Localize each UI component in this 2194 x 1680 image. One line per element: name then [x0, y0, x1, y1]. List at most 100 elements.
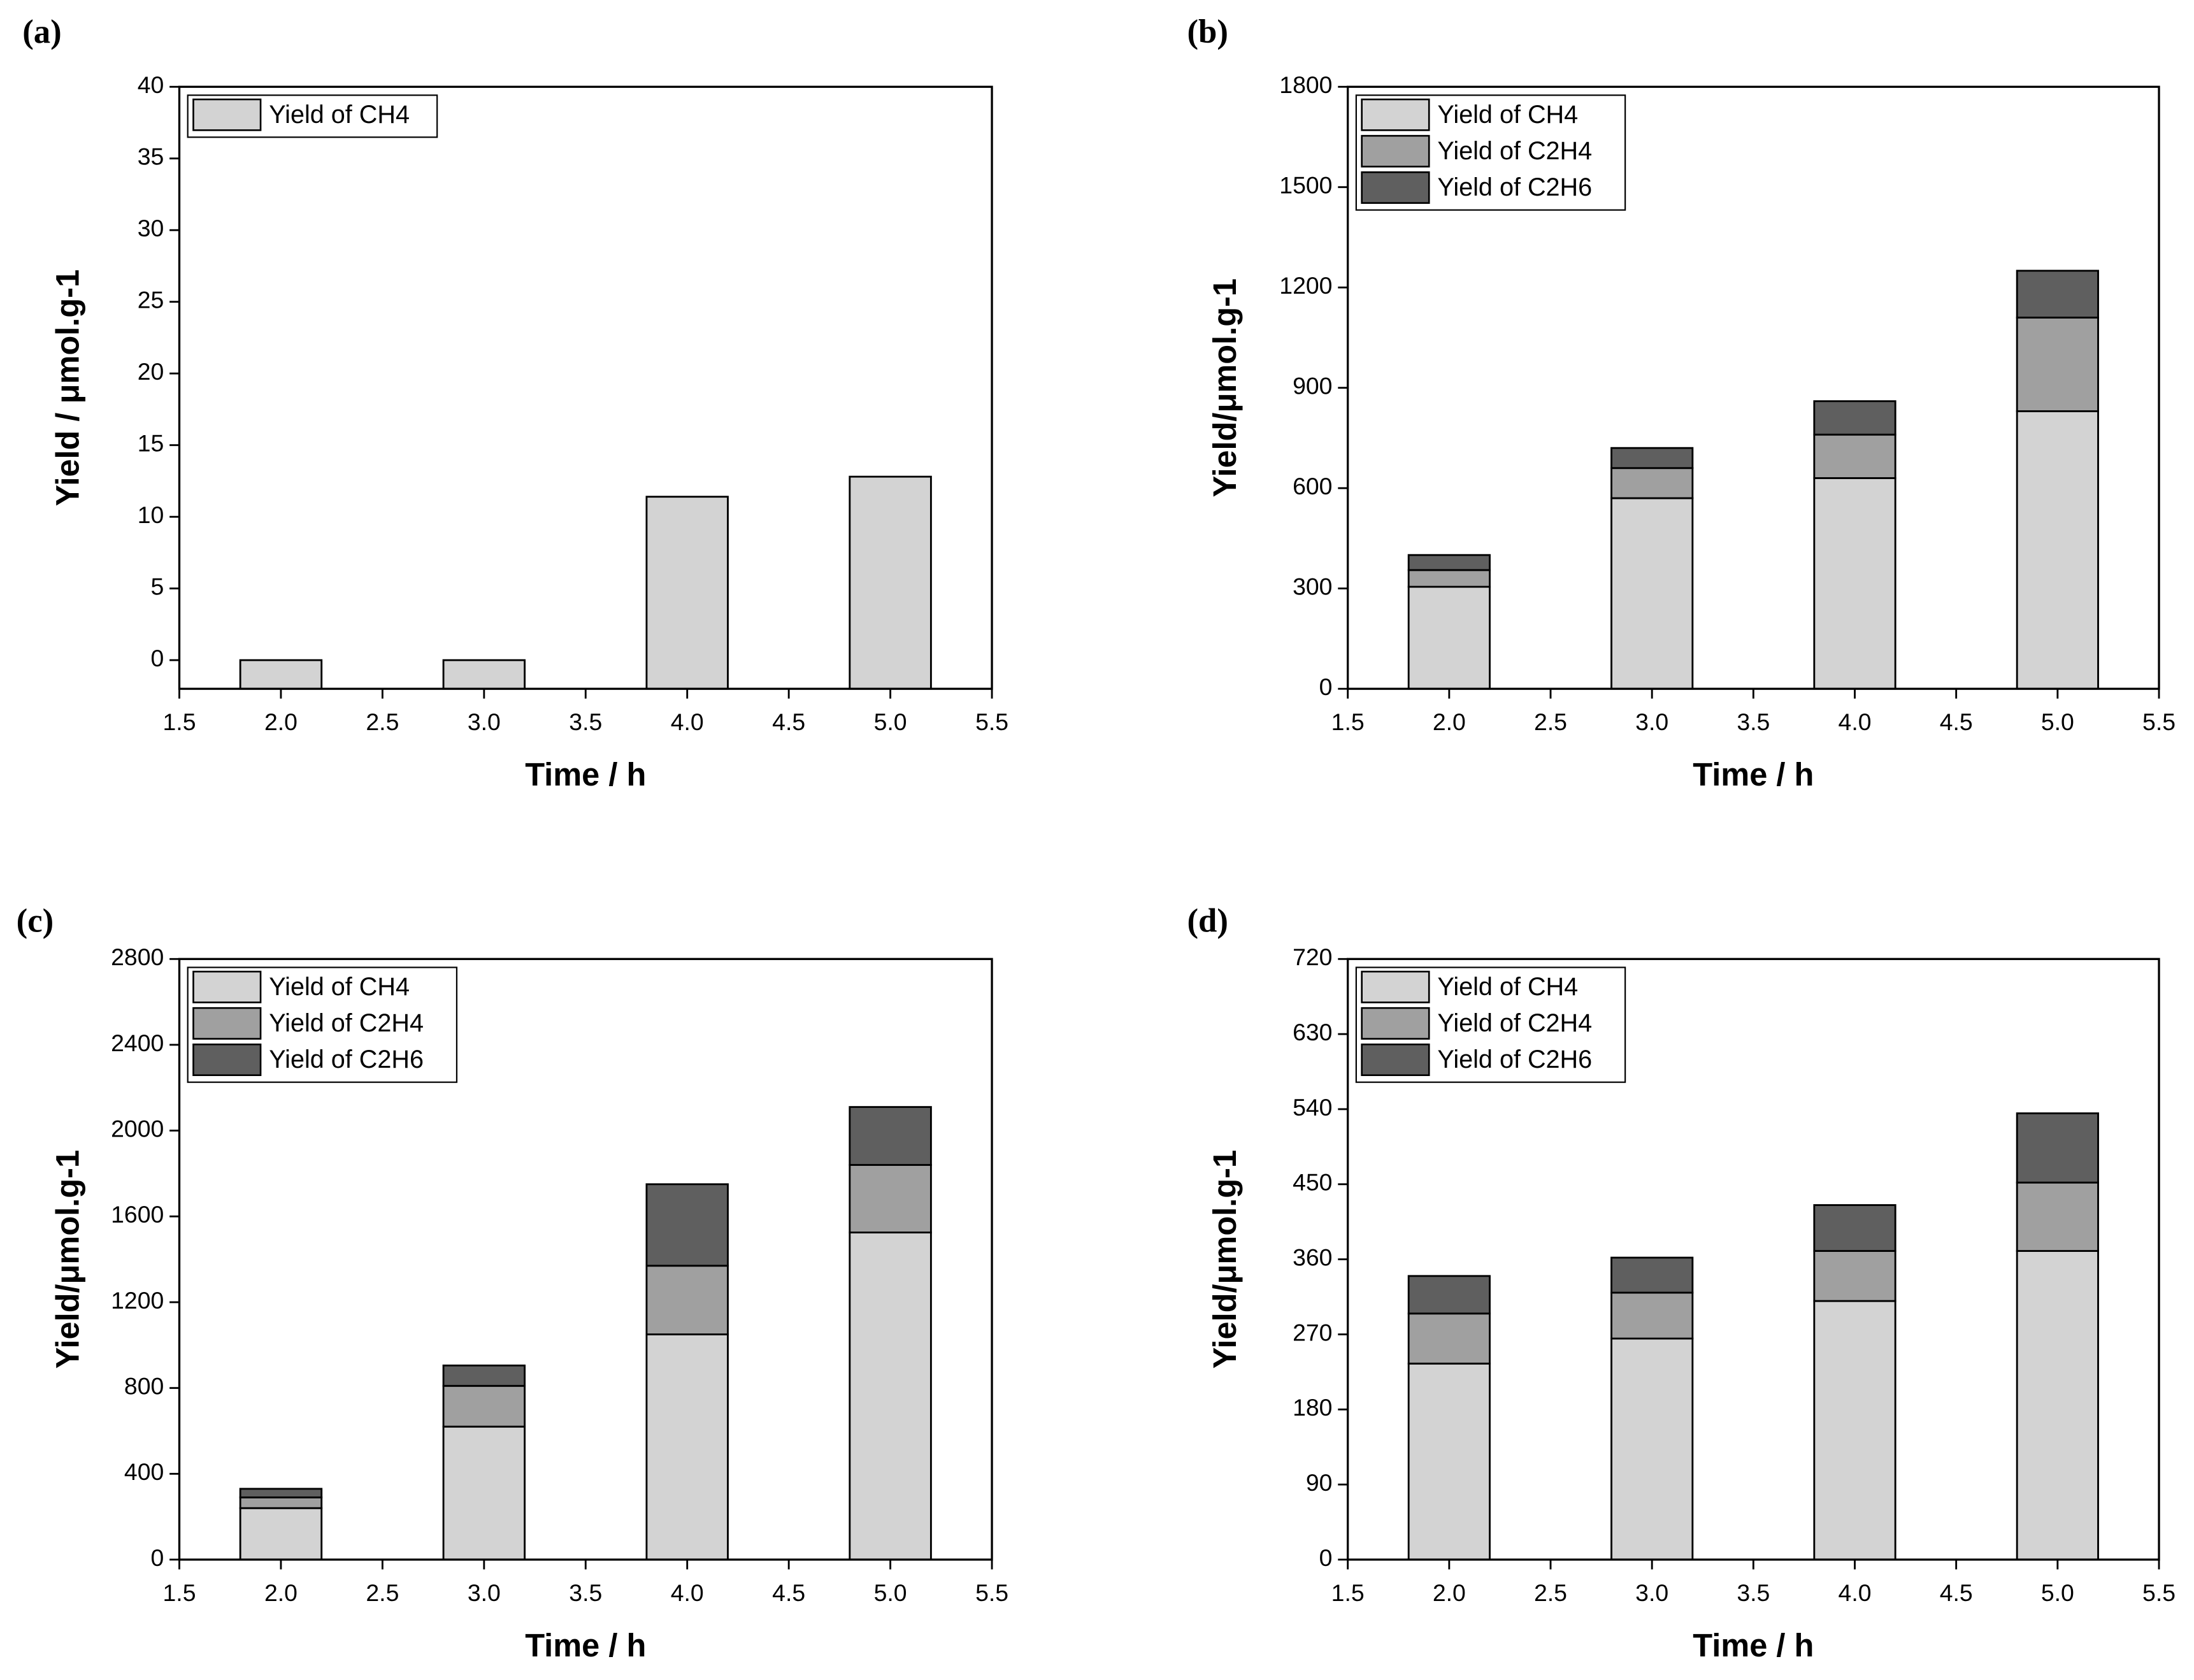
x-tick-label: 4.5 — [772, 1579, 805, 1606]
legend-label: Yield of CH4 — [269, 973, 410, 1001]
legend-swatch — [1361, 134, 1430, 168]
y-tick-label: 720 — [1293, 944, 1332, 970]
x-tick-label: 2.0 — [264, 1579, 298, 1606]
x-tick-label: 4.0 — [671, 1579, 704, 1606]
y-tick-label: 2800 — [111, 944, 164, 970]
bar-segment — [849, 1164, 932, 1233]
y-axis-title: Yield / μmol.g-1 — [49, 269, 85, 506]
legend-swatch — [192, 970, 262, 1003]
y-tick-label: 0 — [1319, 1544, 1333, 1571]
legend-swatch — [1361, 1007, 1430, 1040]
x-tick-label: 5.5 — [2142, 708, 2176, 735]
bar-segment — [442, 1384, 526, 1428]
y-tick-label: 25 — [138, 287, 164, 313]
bar-segment — [1610, 447, 1694, 470]
y-tick-label: 1200 — [111, 1287, 164, 1314]
bar-segment — [239, 1488, 323, 1498]
x-tick-label: 3.5 — [1737, 1579, 1770, 1606]
bar-segment — [1813, 433, 1896, 479]
x-tick-label: 5.0 — [2041, 1579, 2074, 1606]
bar-segment — [2016, 410, 2099, 690]
plot-frame — [178, 85, 993, 690]
bar-segment — [2016, 1250, 2099, 1561]
y-tick-label: 360 — [1293, 1244, 1332, 1271]
x-tick-label: 3.0 — [1635, 708, 1668, 735]
y-axis-title: Yield/μmol.g-1 — [49, 1150, 85, 1368]
y-tick-label: 0 — [151, 645, 164, 671]
legend-swatch — [1361, 970, 1430, 1003]
bar-segment — [849, 1106, 932, 1166]
bar-segment — [1813, 1250, 1896, 1302]
x-tick-label: 4.0 — [1839, 708, 1872, 735]
legend-label: Yield of CH4 — [1437, 101, 1578, 129]
legend-label: Yield of CH4 — [1437, 973, 1578, 1001]
x-tick-label: 2.0 — [1433, 708, 1466, 735]
bar-segment — [442, 659, 526, 690]
bar-segment — [239, 1507, 323, 1561]
legend-label: Yield of CH4 — [269, 101, 410, 129]
bar-segment — [1610, 467, 1694, 499]
y-tick-label: 10 — [138, 501, 164, 528]
bar-segment — [442, 1425, 526, 1561]
x-tick-label: 3.5 — [569, 1579, 602, 1606]
y-tick-label: 300 — [1293, 573, 1332, 600]
x-tick-label: 2.5 — [366, 708, 399, 735]
plot-frame — [178, 958, 993, 1561]
y-tick-label: 630 — [1293, 1019, 1332, 1045]
y-tick-label: 600 — [1293, 473, 1332, 499]
x-tick-label: 5.5 — [975, 1579, 1008, 1606]
bar-segment — [1610, 1291, 1694, 1340]
y-tick-label: 540 — [1293, 1094, 1332, 1121]
bar-segment — [442, 1364, 526, 1387]
x-tick-label: 4.5 — [1940, 1579, 1973, 1606]
x-tick-label: 2.0 — [264, 708, 298, 735]
legend-swatch — [192, 1007, 262, 1040]
y-tick-label: 15 — [138, 430, 164, 457]
legend-label: Yield of C2H6 — [269, 1045, 424, 1073]
x-tick-label: 2.0 — [1433, 1579, 1466, 1606]
y-tick-label: 40 — [138, 71, 164, 98]
x-tick-label: 3.0 — [468, 708, 501, 735]
y-tick-label: 1500 — [1279, 172, 1332, 199]
x-tick-label: 3.0 — [468, 1579, 501, 1606]
x-axis-title: Time / h — [525, 756, 646, 793]
bar-segment — [1610, 497, 1694, 690]
bar-segment — [645, 496, 729, 690]
plot-frame — [1347, 958, 2160, 1561]
x-tick-label: 1.5 — [1331, 708, 1365, 735]
panel-label: (a) — [22, 13, 62, 50]
bar-segment — [1407, 585, 1491, 690]
x-tick-label: 3.5 — [569, 708, 602, 735]
x-tick-label: 5.5 — [975, 708, 1008, 735]
y-tick-label: 0 — [1319, 673, 1333, 700]
y-tick-label: 20 — [138, 358, 164, 385]
bar-segment — [645, 1333, 729, 1561]
x-tick-label: 5.0 — [874, 1579, 907, 1606]
x-tick-label: 2.5 — [366, 1579, 399, 1606]
y-tick-label: 270 — [1293, 1319, 1332, 1346]
x-tick-label: 2.5 — [1534, 708, 1567, 735]
x-tick-label: 1.5 — [1331, 1579, 1365, 1606]
bar-segment — [1407, 1275, 1491, 1315]
y-tick-label: 2000 — [111, 1116, 164, 1142]
y-tick-label: 1800 — [1279, 71, 1332, 98]
x-axis-title: Time / h — [1693, 756, 1814, 793]
y-tick-label: 180 — [1293, 1394, 1332, 1421]
x-tick-label: 2.5 — [1534, 1579, 1567, 1606]
x-tick-label: 5.0 — [874, 708, 907, 735]
bar-segment — [2016, 1112, 2099, 1184]
panel-label: (b) — [1187, 13, 1228, 50]
y-tick-label: 400 — [124, 1458, 164, 1485]
x-axis-title: Time / h — [525, 1627, 646, 1663]
legend-label: Yield of C2H6 — [1437, 173, 1592, 201]
legend-swatch — [1361, 171, 1430, 204]
y-tick-label: 900 — [1293, 373, 1332, 399]
y-tick-label: 30 — [138, 215, 164, 241]
x-tick-label: 3.5 — [1737, 708, 1770, 735]
y-tick-label: 1200 — [1279, 272, 1332, 299]
y-tick-label: 5 — [151, 573, 164, 600]
x-tick-label: 4.5 — [772, 708, 805, 735]
bar-segment — [1813, 477, 1896, 690]
bar-segment — [1407, 569, 1491, 588]
